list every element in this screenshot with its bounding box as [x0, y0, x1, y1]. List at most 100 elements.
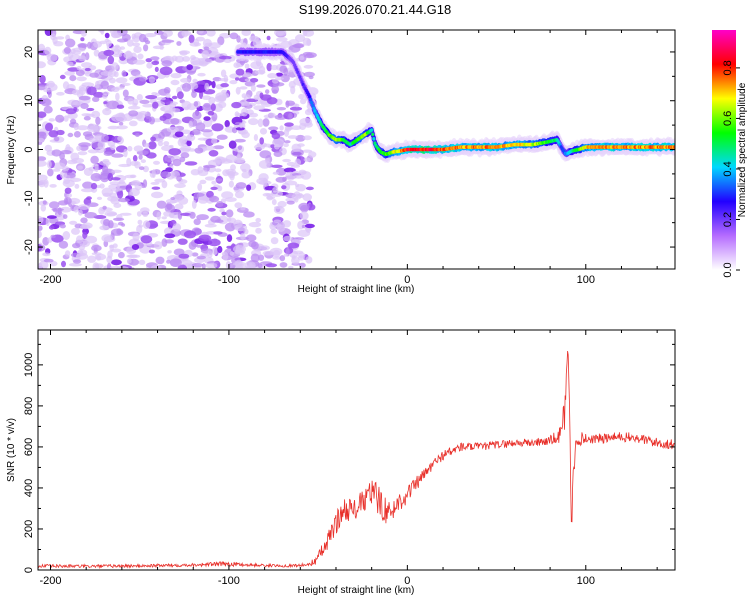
noise-speck — [100, 173, 110, 183]
y-tick-label: 1000 — [23, 353, 35, 377]
noise-speck — [63, 178, 71, 185]
noise-speck — [229, 32, 239, 40]
noise-speck — [154, 66, 159, 72]
noise-speck — [218, 101, 227, 109]
noise-speck — [265, 89, 270, 94]
noise-speck — [248, 221, 262, 228]
colorbar-tick-label: 0.8 — [722, 60, 734, 75]
noise-speck — [214, 219, 224, 223]
noise-speck — [144, 40, 151, 45]
noise-speck — [118, 121, 124, 126]
noise-speck — [209, 195, 220, 203]
noise-speck — [150, 56, 160, 61]
noise-speck — [42, 252, 51, 257]
noise-speck — [304, 223, 315, 229]
noise-speck — [161, 180, 168, 189]
noise-speck — [191, 252, 199, 257]
noise-speck — [122, 89, 129, 98]
noise-speck — [48, 225, 55, 230]
noise-speck — [91, 110, 101, 119]
noise-speck — [241, 30, 251, 36]
spectrogram-y-axis-label: Frequency (Hz) — [6, 116, 17, 185]
x-tick-label: -100 — [218, 274, 240, 286]
noise-speck — [152, 45, 165, 50]
noise-speck — [70, 48, 76, 55]
noise-speck — [284, 140, 291, 144]
noise-speck — [69, 75, 77, 82]
noise-speck — [250, 78, 259, 83]
noise-speck — [162, 113, 172, 120]
noise-speck — [205, 262, 218, 269]
noise-speck — [69, 262, 82, 267]
noise-speck — [123, 51, 133, 59]
noise-speck — [115, 92, 120, 101]
snr-y-ticks: 0 200 400 600 800 1000 — [23, 343, 675, 573]
noise-speck — [116, 125, 128, 130]
noise-speck — [277, 200, 287, 208]
noise-speck — [211, 80, 216, 89]
noise-speck — [133, 145, 144, 152]
noise-speck — [55, 36, 65, 40]
noise-speck — [62, 231, 71, 240]
noise-speck — [203, 118, 213, 128]
noise-speck — [76, 76, 87, 82]
noise-speck — [127, 258, 132, 264]
noise-speck — [96, 196, 103, 200]
noise-speck — [77, 43, 88, 48]
noise-speck — [79, 144, 89, 151]
noise-speck — [76, 65, 82, 71]
noise-speck — [38, 156, 47, 162]
x-tick-label: -200 — [39, 575, 61, 587]
noise-speck — [64, 250, 71, 257]
noise-speck — [259, 137, 265, 145]
noise-speck — [299, 211, 309, 220]
noise-speck — [290, 85, 296, 95]
noise-speck — [107, 196, 119, 202]
noise-speck — [148, 76, 156, 84]
noise-speck — [67, 67, 80, 72]
noise-speck — [222, 169, 230, 177]
noise-speck — [213, 145, 225, 150]
noise-speck — [48, 201, 60, 209]
noise-speck — [87, 149, 99, 154]
noise-speck — [301, 30, 311, 33]
noise-speck — [110, 188, 122, 192]
noise-speck — [193, 39, 200, 47]
noise-speck — [241, 171, 251, 179]
y-tick-label: 400 — [23, 479, 35, 497]
noise-speck — [91, 244, 102, 252]
noise-speck — [221, 211, 227, 216]
noise-speck — [222, 251, 229, 261]
noise-speck — [151, 191, 164, 199]
noise-speck — [107, 55, 115, 65]
noise-speck — [259, 150, 272, 159]
y-tick-label: 0 — [23, 567, 35, 573]
noise-speck — [65, 197, 72, 205]
noise-speck — [43, 258, 54, 263]
noise-speck — [240, 207, 246, 211]
noise-speck — [48, 130, 59, 138]
noise-speck — [233, 245, 246, 254]
x-tick-label: 0 — [404, 274, 410, 286]
noise-speck — [201, 95, 212, 100]
noise-speck — [178, 196, 189, 205]
noise-speck — [143, 143, 150, 148]
noise-speck — [136, 94, 143, 101]
noise-speck — [156, 200, 167, 209]
noise-speck — [102, 165, 109, 173]
noise-speck — [145, 95, 158, 100]
noise-speck — [61, 260, 66, 268]
noise-speck — [206, 30, 216, 37]
noise-speck — [45, 122, 53, 132]
noise-speck — [59, 206, 72, 213]
noise-speck — [202, 145, 216, 151]
noise-speck — [94, 163, 99, 173]
noise-speck — [38, 262, 43, 269]
noise-speck — [262, 250, 275, 256]
noise-speck — [56, 91, 65, 96]
noise-speck — [40, 98, 52, 107]
noise-speck — [266, 62, 272, 72]
noise-speck — [306, 38, 312, 47]
noise-speck — [165, 93, 171, 99]
noise-speck — [66, 159, 78, 165]
